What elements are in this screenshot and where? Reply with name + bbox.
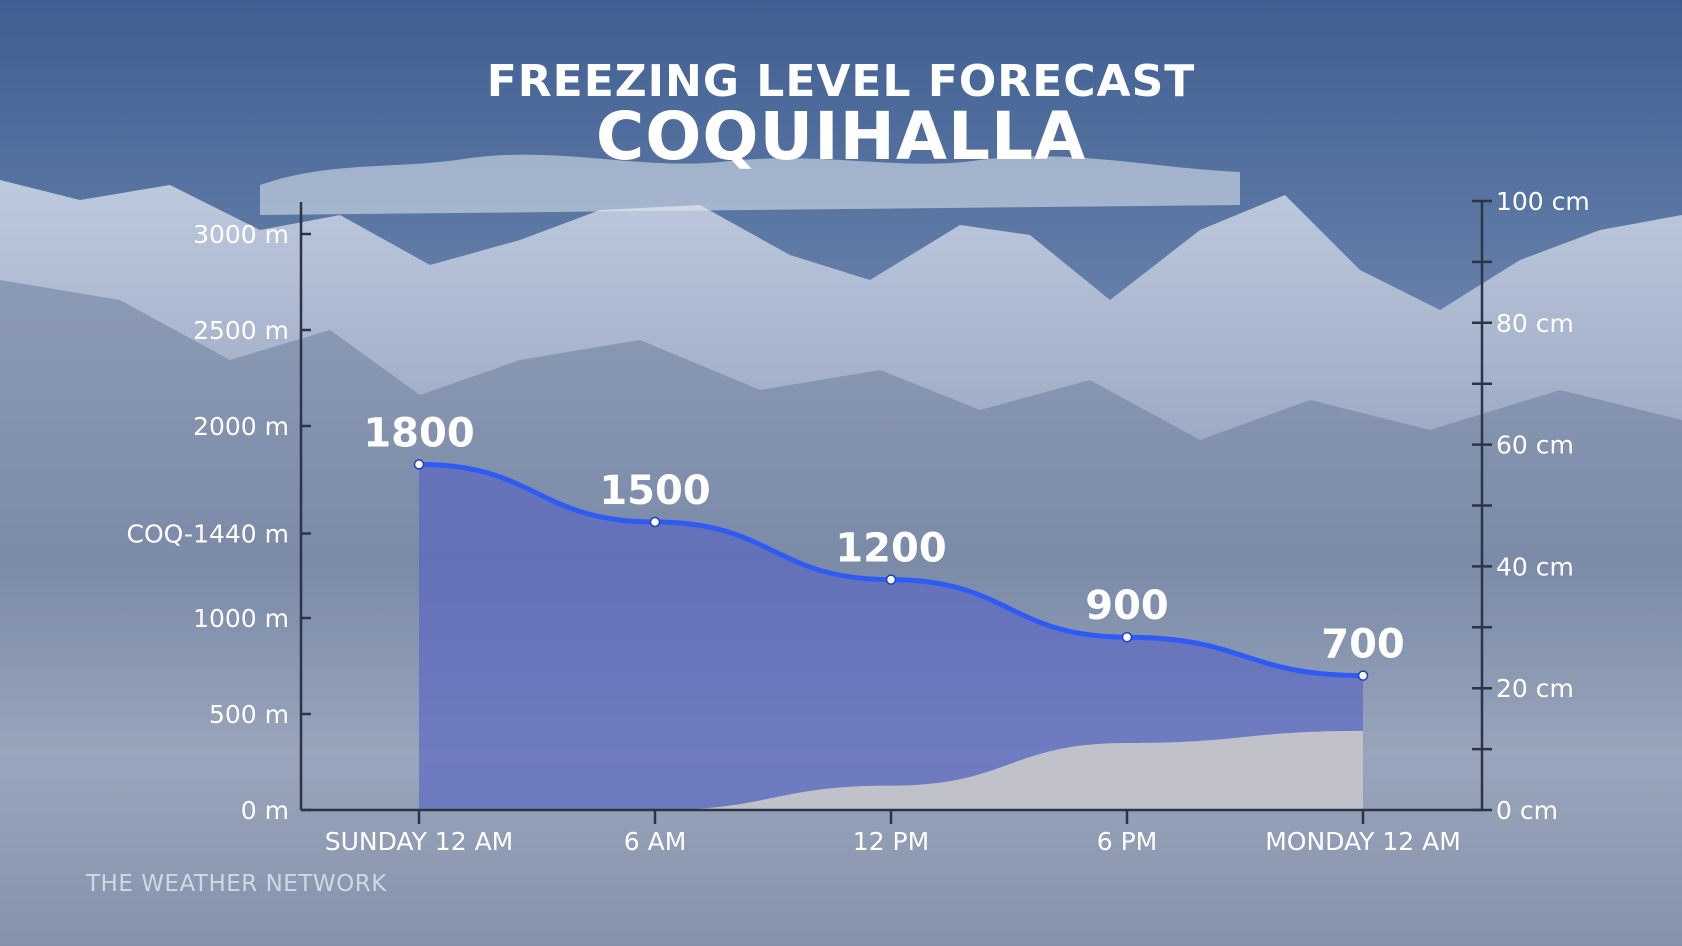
data-label: 900 [1085,583,1169,629]
data-point [413,459,425,470]
y-left-tick-label: 1000 m [193,604,289,633]
snow-accumulation-area [419,730,1363,810]
y-left-tick-label: 2500 m [193,316,289,345]
data-label: 1500 [599,468,710,514]
y-left-tick-label: COQ-1440 m [127,520,289,549]
freezing-level-area [419,464,1363,810]
y-right-tick-label: 100 cm [1496,187,1590,216]
data-label: 700 [1321,622,1405,668]
x-tick-label: 6 PM [1097,827,1158,856]
chart-subtitle: COQUIHALLA [595,98,1087,175]
data-label: 1200 [835,526,946,572]
brand-logo-text: THE WEATHER NETWORK [86,871,387,897]
y-left-tick-label: 500 m [209,700,289,729]
y-right-tick-label: 60 cm [1496,431,1574,460]
data-point [1357,670,1369,681]
data-point [885,574,897,585]
x-tick-label: 6 AM [624,827,687,856]
y-left-tick-label: 0 m [241,796,289,825]
y-right-tick-label: 80 cm [1496,309,1574,338]
data-label: 1800 [363,410,474,456]
plot-area: 1800 1500 1200 900 700 0 m 500 m 1000 m COQ-1440… [127,187,1590,856]
y-left-tick-label: 3000 m [193,220,289,249]
x-tick-label: MONDAY 12 AM [1265,827,1461,856]
x-tick-label: SUNDAY 12 AM [325,827,514,856]
chart-title: FREEZING LEVEL FORECAST [486,56,1196,107]
x-tick-label: 12 PM [853,827,929,856]
y-right-tick-label: 20 cm [1496,674,1574,703]
data-point [1121,631,1133,643]
y-left-tick-label: 2000 m [193,412,289,441]
data-point [649,516,661,528]
y-right-tick-label: 40 cm [1496,552,1574,581]
y-right-tick-label: 0 cm [1496,796,1558,825]
